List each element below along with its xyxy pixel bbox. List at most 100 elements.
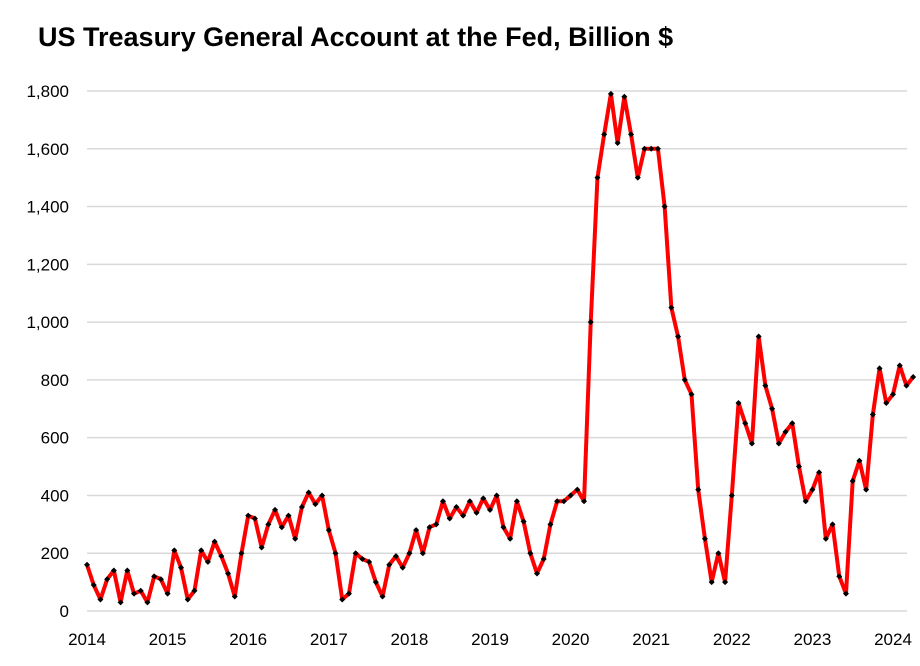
data-point [137, 587, 144, 594]
data-point [164, 590, 171, 597]
data-point [560, 498, 567, 505]
data-point [661, 203, 668, 210]
data-point [131, 590, 138, 597]
data-point [204, 558, 211, 565]
data-point [359, 556, 366, 562]
data-point [453, 504, 460, 510]
data-point [896, 362, 903, 369]
data-point [460, 512, 467, 519]
series-line [85, 91, 915, 605]
x-tick-label: 2017 [310, 630, 348, 649]
data-point [352, 550, 359, 557]
x-tick-label: 2015 [149, 630, 187, 649]
data-point [258, 544, 265, 551]
x-tick-label: 2019 [471, 630, 509, 649]
data-point [567, 492, 574, 499]
data-point [97, 596, 104, 603]
data-point [688, 391, 695, 398]
data-point [298, 504, 305, 510]
data-point [755, 333, 762, 340]
data-point [90, 582, 97, 588]
data-point [863, 486, 870, 493]
data-point [708, 579, 715, 586]
data-point [876, 365, 883, 372]
data-point [648, 145, 655, 152]
data-point [272, 506, 279, 513]
data-point [903, 382, 910, 389]
data-point [84, 561, 90, 568]
data-point [587, 319, 594, 326]
data-point [426, 524, 433, 531]
data-point [433, 521, 440, 528]
data-point [225, 570, 232, 577]
y-tick-label: 1,200 [26, 255, 69, 274]
x-tick-label: 2014 [68, 630, 106, 649]
data-point [413, 527, 420, 534]
data-point [641, 145, 648, 152]
data-point [419, 550, 426, 557]
data-point [816, 469, 823, 476]
data-point [775, 440, 782, 447]
y-tick-label: 0 [60, 602, 69, 621]
data-point [574, 486, 581, 493]
data-point [392, 553, 399, 560]
data-point [480, 495, 487, 502]
x-tick-label: 2020 [552, 630, 590, 649]
data-point [245, 512, 252, 519]
data-point [278, 524, 285, 531]
data-point [386, 561, 393, 568]
data-point [345, 590, 352, 597]
y-tick-label: 600 [41, 429, 69, 448]
data-point [325, 527, 332, 534]
data-point [285, 512, 292, 519]
data-point [339, 596, 346, 603]
data-point [487, 506, 493, 513]
y-tick-label: 1,800 [26, 82, 69, 101]
data-point [231, 593, 238, 600]
x-tick-label: 2018 [390, 630, 428, 649]
data-point [654, 145, 661, 152]
data-point [124, 567, 131, 574]
data-point [634, 174, 641, 181]
data-point [748, 440, 755, 447]
data-point [601, 131, 608, 138]
data-point [191, 587, 198, 594]
data-point [695, 486, 702, 493]
data-point [332, 550, 339, 557]
data-point [594, 174, 601, 181]
data-point [849, 478, 856, 484]
y-tick-label: 1,600 [26, 140, 69, 159]
data-point [151, 573, 158, 580]
data-point [379, 593, 386, 600]
data-point [184, 596, 191, 603]
data-point [406, 550, 413, 557]
data-point [312, 501, 319, 508]
data-point [856, 457, 863, 464]
data-point [842, 590, 849, 597]
data-point [728, 492, 735, 499]
data-point [251, 515, 258, 522]
data-point [668, 304, 675, 311]
x-tick-label: 2022 [713, 630, 751, 649]
data-point [910, 374, 917, 380]
data-point [473, 509, 480, 516]
data-point [782, 428, 789, 435]
data-point [507, 535, 514, 542]
data-point [829, 521, 836, 528]
data-point [319, 492, 326, 499]
data-point [614, 140, 621, 146]
data-point [446, 515, 453, 522]
data-point [157, 576, 164, 583]
data-point [238, 550, 245, 557]
x-tick-label: 2016 [229, 630, 267, 649]
y-tick-label: 800 [41, 371, 69, 390]
data-point [869, 411, 876, 418]
y-tick-label: 200 [41, 544, 69, 563]
data-point [372, 579, 379, 586]
data-point [527, 550, 534, 557]
y-tick-label: 400 [41, 486, 69, 505]
data-point [621, 93, 628, 100]
data-point [305, 489, 312, 496]
